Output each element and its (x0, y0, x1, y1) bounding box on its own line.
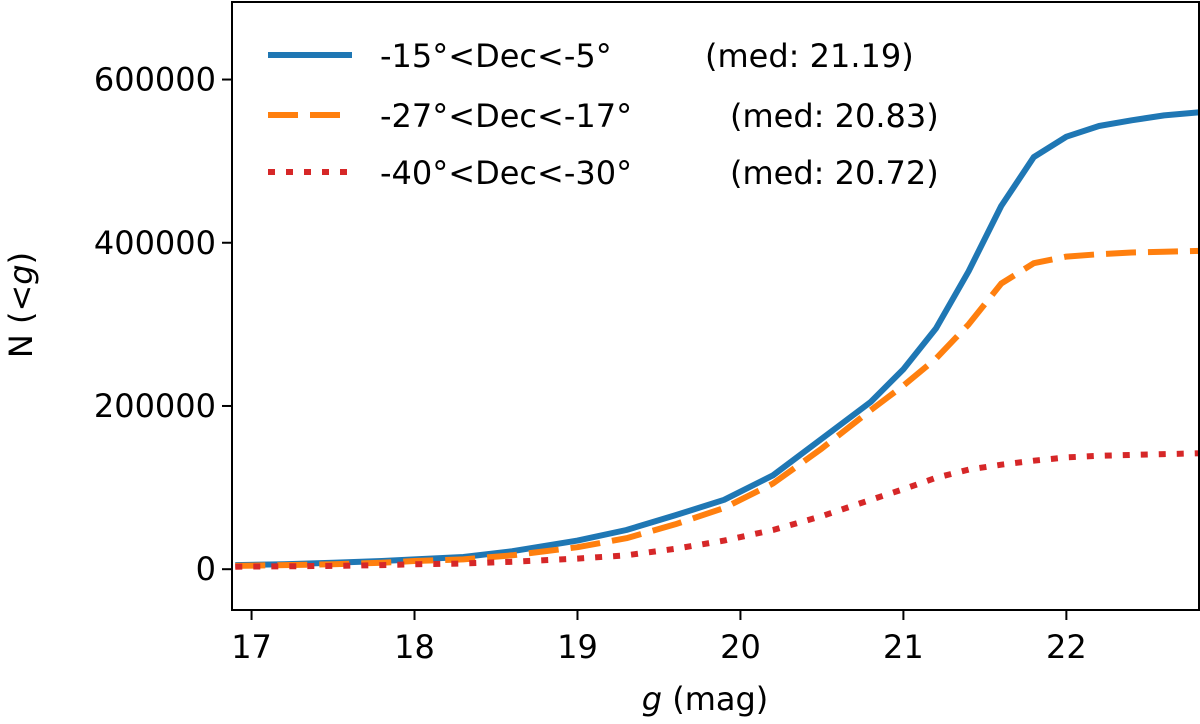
legend-median-series-2: (med: 20.83) (730, 97, 939, 135)
series-line-2 (235, 247, 1200, 569)
y-tick-label: 0 (196, 550, 216, 588)
y-tick-label: 200000 (94, 387, 216, 425)
legend: -15°<Dec<-5° (med: 21.19) -27°<Dec<-17° … (268, 37, 939, 192)
x-axis-label-unit: (mag) (662, 680, 768, 718)
x-tick-label: 20 (720, 628, 761, 666)
x-axis-label-var: g (642, 680, 662, 718)
legend-entry: -27°<Dec<-17° (med: 20.83) (268, 97, 939, 135)
y-ticks: 0 200000 400000 600000 (94, 61, 232, 588)
legend-label-series-3: -40°<Dec<-30° (380, 154, 632, 192)
x-tick-label: 19 (557, 628, 598, 666)
x-tick-label: 17 (231, 628, 272, 666)
x-tick-label: 22 (1046, 628, 1087, 666)
series-layer (235, 109, 1200, 570)
x-ticks: 17 18 19 20 21 22 (231, 610, 1087, 666)
series-line-3 (235, 450, 1200, 570)
x-axis-label: g (mag) (642, 680, 769, 718)
plot-frame (231, 1, 1200, 611)
y-tick-label: 400000 (94, 224, 216, 262)
y-tick-label: 600000 (94, 61, 216, 99)
legend-label-series-2: -27°<Dec<-17° (380, 97, 632, 135)
legend-median-series-3: (med: 20.72) (730, 154, 939, 192)
legend-median-series-1: (med: 21.19) (705, 37, 914, 75)
y-axis-label-suffix: ) (2, 252, 40, 264)
legend-label-series-1: -15°<Dec<-5° (380, 37, 612, 75)
y-axis-label-var: g (2, 264, 40, 284)
x-tick-label: 18 (394, 628, 435, 666)
y-axis-label: N (<g) (2, 252, 40, 358)
legend-entry: -40°<Dec<-30° (med: 20.72) (268, 154, 939, 192)
y-axis-label-prefix: N (< (2, 285, 40, 358)
legend-entry: -15°<Dec<-5° (med: 21.19) (268, 37, 914, 75)
x-tick-label: 21 (883, 628, 924, 666)
